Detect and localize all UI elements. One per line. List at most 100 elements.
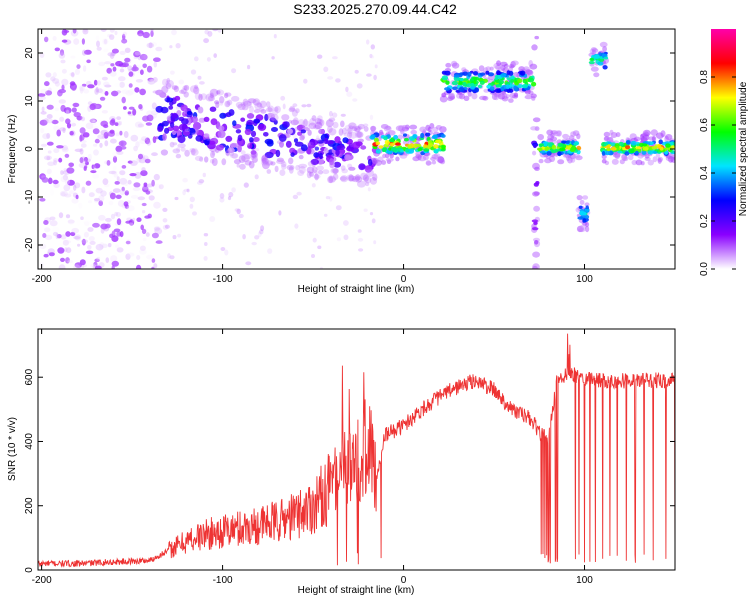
spectrogram-cell — [562, 133, 570, 139]
spectrogram-cell — [94, 88, 99, 95]
spectrogram-cell — [46, 141, 54, 146]
spectrogram-cell — [260, 225, 265, 232]
spectrogram-cell — [65, 118, 71, 125]
spectrogram-cell — [116, 176, 120, 182]
spectrogram-cell — [297, 119, 305, 126]
spectrogram-cell — [107, 52, 116, 57]
spectrogram-cell — [114, 30, 118, 36]
spectrogram-cell — [139, 53, 148, 61]
spectrogram-cell — [479, 80, 485, 85]
spectrogram-cell — [433, 144, 439, 149]
spectrogram-cell — [299, 166, 306, 174]
spectrogram-cell — [67, 219, 75, 225]
spectrogram-cell — [164, 96, 168, 101]
spectrogram-cell — [121, 186, 125, 192]
spectrogram-cell — [110, 63, 115, 67]
spectrogram-cell — [219, 96, 225, 104]
spectrogram-cell — [111, 170, 118, 175]
spectrogram-cell — [235, 129, 242, 134]
spectrogram-cell — [642, 129, 651, 137]
spectrogram-cell — [114, 122, 119, 126]
spectrogram-cell — [136, 217, 142, 222]
spectrogram-cell — [104, 140, 109, 147]
spectrogram-cell — [172, 235, 177, 240]
spectrogram-cell — [56, 234, 62, 239]
spectrogram-cell — [531, 44, 538, 51]
spectrogram-cell — [228, 191, 234, 198]
spectrogram-cell — [496, 70, 501, 75]
spectrogram-cell — [347, 131, 353, 139]
spectrogram-cell — [121, 165, 127, 169]
spectrogram-cell — [254, 235, 260, 240]
spectrogram-cell — [206, 57, 211, 62]
spectrogram-cell — [192, 211, 197, 216]
spectrogram-cell — [142, 63, 147, 69]
spectrogram-cell — [115, 132, 120, 137]
spectrogram-cell — [144, 137, 151, 145]
spectrogram-cell — [82, 29, 89, 35]
spectrogram-cell — [141, 202, 147, 207]
spectrogram-cell — [333, 168, 338, 175]
spectrogram-cell — [78, 202, 83, 209]
spectrogram-cell — [628, 154, 634, 161]
spectrogram-region — [439, 60, 538, 103]
spectrogram-cell — [133, 50, 141, 58]
spectrogram-cell — [435, 125, 442, 130]
spectrogram-cell — [228, 109, 235, 116]
snr-frame — [37, 328, 676, 571]
spectrogram-cell — [459, 77, 464, 82]
spectrogram-cell — [74, 68, 80, 75]
spectrogram-cell — [217, 29, 222, 33]
spectrogram-cell — [621, 154, 628, 161]
spectrogram-cell — [111, 260, 120, 267]
colorbar-gradient — [711, 29, 736, 269]
spectrogram-cell — [538, 158, 544, 164]
spectrogram-cell — [467, 71, 472, 77]
spectrogram-cell — [388, 130, 396, 136]
spectrogram-cell — [60, 59, 66, 64]
spectrogram-cell — [148, 195, 155, 201]
spectrogram-cell — [617, 150, 623, 154]
spectrogram-cell — [348, 174, 354, 182]
spectrogram-cell — [83, 231, 89, 238]
spectrogram-cell — [382, 147, 388, 151]
spectrogram-cell — [508, 98, 514, 103]
spectrogram-cell — [175, 106, 180, 110]
spectrogram-cell — [657, 143, 662, 149]
spectrogram-cell — [65, 109, 70, 117]
spectrogram-cell — [409, 124, 418, 130]
spectrogram-cell — [364, 165, 373, 173]
spectrogram-cell — [216, 90, 221, 95]
spectrogram-cell — [535, 181, 540, 185]
spectrogram-cell — [425, 161, 432, 166]
spectrogram-cell — [151, 258, 156, 263]
spectrogram-cell — [211, 151, 216, 156]
spectrogram-cell — [95, 86, 99, 93]
spectrogram-cell — [150, 29, 154, 33]
spectrogram-cell — [325, 119, 333, 128]
spectrogram-cell — [111, 90, 119, 97]
spectrogram-cell — [63, 184, 71, 192]
colorbar-tick-label: 0.0 — [699, 262, 710, 276]
spectrogram-cell — [635, 150, 639, 156]
spectrogram-cell — [390, 146, 398, 152]
spectrogram-cell — [276, 140, 283, 145]
spectrogram-cell — [94, 265, 102, 269]
spectrogram-cell — [64, 247, 68, 253]
spectrogram-cell — [229, 142, 239, 148]
spectrogram-cell — [143, 54, 148, 60]
spectrogram-cell — [605, 145, 611, 149]
spectrogram-cell — [87, 118, 96, 123]
spectrogram-cell — [128, 106, 135, 110]
spectrogram-cell — [189, 85, 199, 93]
spectrogram-cell — [271, 127, 278, 132]
spectrogram-cell — [104, 223, 111, 229]
spectrogram-cell — [92, 164, 96, 172]
spectrogram-cell — [374, 64, 378, 69]
spectrogram-cell — [236, 163, 240, 168]
spectrogram-cell — [88, 192, 95, 198]
spectrogram-cell — [73, 264, 81, 269]
spectrogram-cell — [39, 243, 47, 249]
spectrogram-cell — [44, 36, 49, 43]
spectrogram-cell — [104, 91, 109, 96]
